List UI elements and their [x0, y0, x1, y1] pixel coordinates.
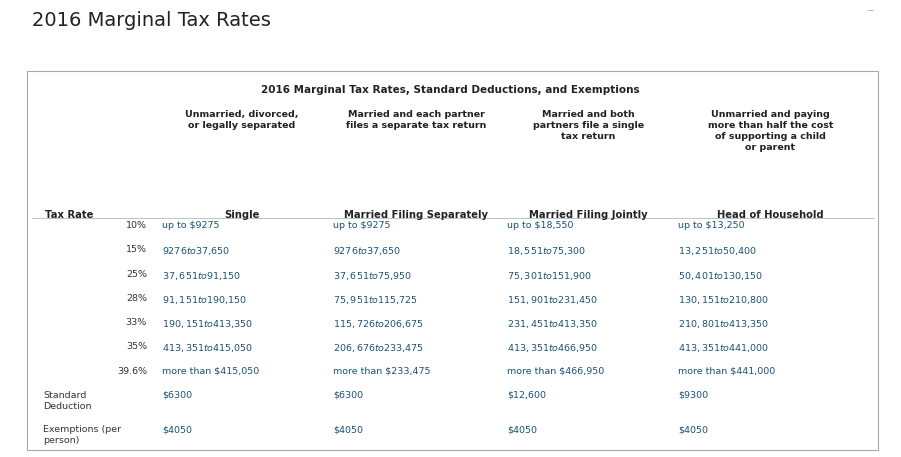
Text: $206,676 to $233,475: $206,676 to $233,475	[333, 342, 424, 354]
Text: $91,151 to $190,150: $91,151 to $190,150	[162, 294, 248, 306]
Text: 28%: 28%	[126, 294, 147, 303]
Text: more than $233,475: more than $233,475	[333, 367, 431, 376]
Text: $151,901 to $231,450: $151,901 to $231,450	[507, 294, 598, 306]
Text: $413,351 to $466,950: $413,351 to $466,950	[507, 342, 598, 354]
Text: more than $441,000: more than $441,000	[678, 367, 776, 376]
Text: $9300: $9300	[678, 391, 708, 400]
Text: up to $18,550: up to $18,550	[507, 221, 574, 230]
Text: —: —	[867, 7, 874, 13]
Text: Unmarried, divorced,
or legally separated: Unmarried, divorced, or legally separate…	[185, 110, 298, 130]
Text: $4050: $4050	[162, 425, 192, 434]
Text: Married and each partner
files a separate tax return: Married and each partner files a separat…	[346, 110, 487, 130]
Text: $4050: $4050	[678, 425, 708, 434]
Text: $190,151 to $413,350: $190,151 to $413,350	[162, 318, 253, 330]
Text: $130,151 to $210,800: $130,151 to $210,800	[678, 294, 769, 306]
Text: 2016 Marginal Tax Rates, Standard Deductions, and Exemptions: 2016 Marginal Tax Rates, Standard Deduct…	[261, 85, 640, 95]
Text: $9276 to $37,650: $9276 to $37,650	[333, 245, 402, 257]
Text: 15%: 15%	[126, 245, 147, 255]
Text: Single: Single	[223, 210, 259, 220]
Text: Married Filing Separately: Married Filing Separately	[344, 210, 488, 220]
Text: $37,651 to $91,150: $37,651 to $91,150	[162, 270, 241, 282]
Text: $6300: $6300	[333, 391, 363, 400]
Text: $6300: $6300	[162, 391, 192, 400]
Text: Tax Rate: Tax Rate	[45, 210, 94, 220]
Text: $413,351 to $441,000: $413,351 to $441,000	[678, 342, 769, 354]
Text: Married and both
partners file a single
tax return: Married and both partners file a single …	[532, 110, 644, 141]
Text: $413,351 to $415,050: $413,351 to $415,050	[162, 342, 253, 354]
Text: $12,600: $12,600	[507, 391, 546, 400]
Text: up to $9275: up to $9275	[333, 221, 391, 230]
Text: $4050: $4050	[507, 425, 537, 434]
Text: Married Filing Jointly: Married Filing Jointly	[529, 210, 648, 220]
Text: $9276 to $37,650: $9276 to $37,650	[162, 245, 231, 257]
Text: 35%: 35%	[126, 342, 147, 351]
Text: Standard
Deduction: Standard Deduction	[43, 391, 92, 411]
Text: Head of Household: Head of Household	[717, 210, 824, 220]
Text: $210,801 to $413,350: $210,801 to $413,350	[678, 318, 769, 330]
Text: $4050: $4050	[333, 425, 363, 434]
Text: $231,451 to $413,350: $231,451 to $413,350	[507, 318, 598, 330]
Text: more than $415,050: more than $415,050	[162, 367, 259, 376]
Text: $50,401 to $130,150: $50,401 to $130,150	[678, 270, 764, 282]
Text: Unmarried and paying
more than half the cost
of supporting a child
or parent: Unmarried and paying more than half the …	[707, 110, 833, 152]
Text: 2016 Marginal Tax Rates: 2016 Marginal Tax Rates	[32, 11, 270, 31]
Text: $115,726 to $206,675: $115,726 to $206,675	[333, 318, 424, 330]
Text: 10%: 10%	[126, 221, 147, 230]
Text: $75,301 to $151,900: $75,301 to $151,900	[507, 270, 593, 282]
Text: $37,651 to $75,950: $37,651 to $75,950	[333, 270, 413, 282]
Text: $75,951 to $115,725: $75,951 to $115,725	[333, 294, 418, 306]
Text: 39.6%: 39.6%	[117, 367, 147, 376]
Text: 33%: 33%	[125, 318, 147, 327]
Text: Exemptions (per
person): Exemptions (per person)	[43, 425, 122, 445]
Text: $18,551 to $75,300: $18,551 to $75,300	[507, 245, 587, 257]
Text: $13,251 to $50,400: $13,251 to $50,400	[678, 245, 758, 257]
Text: more than $466,950: more than $466,950	[507, 367, 605, 376]
Text: up to $13,250: up to $13,250	[678, 221, 745, 230]
Text: up to $9275: up to $9275	[162, 221, 220, 230]
Text: 25%: 25%	[126, 270, 147, 279]
